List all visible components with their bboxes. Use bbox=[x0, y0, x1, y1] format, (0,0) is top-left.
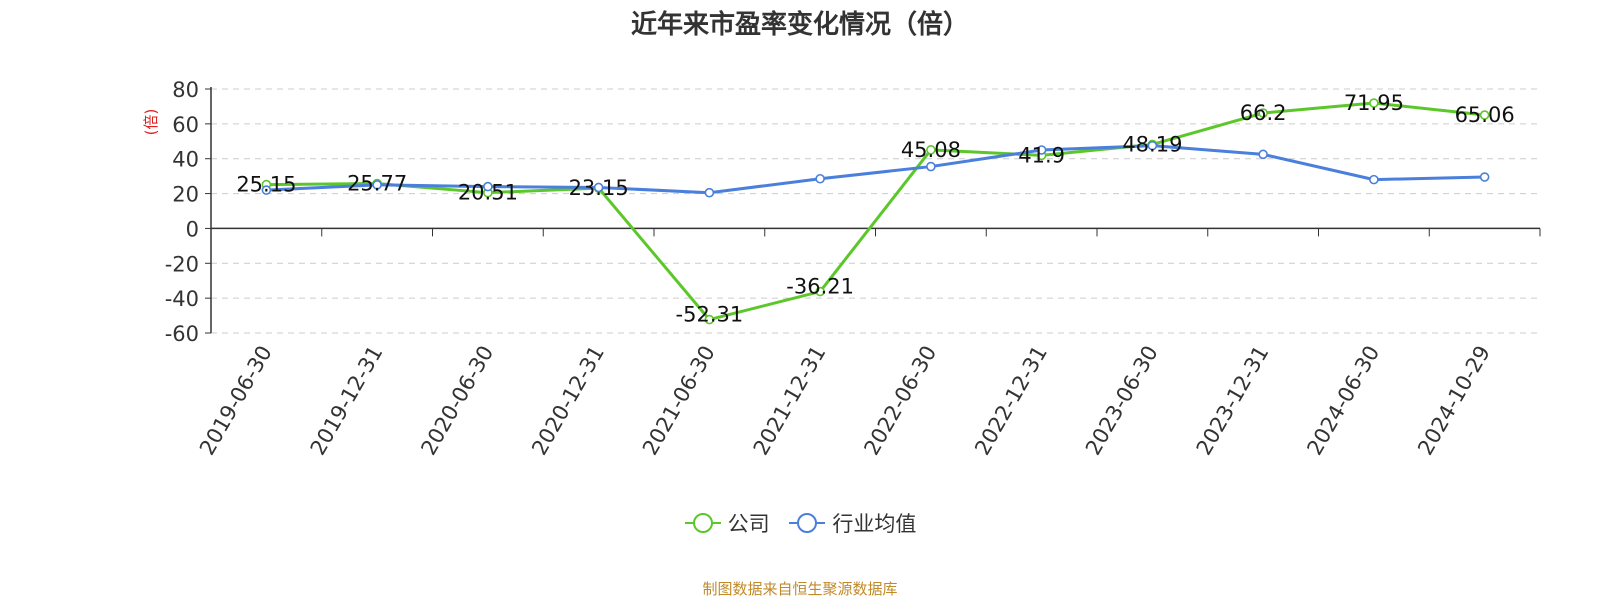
x-tick-label: 2021-12-31 bbox=[749, 342, 831, 460]
y-tick-label: -60 bbox=[165, 322, 199, 346]
data-point-0 bbox=[815, 286, 825, 297]
data-point-1 bbox=[372, 180, 382, 190]
data-point-0 bbox=[704, 314, 715, 325]
x-tick-label: 2019-06-30 bbox=[195, 342, 277, 460]
data-label-layer: 25.15 25.77 20.51 23.15 -52.31 -36.21 45.08 41.… bbox=[236, 91, 1514, 327]
data-label: -52.31 bbox=[676, 303, 744, 327]
data-point-1 bbox=[1479, 172, 1490, 182]
chart-title: 近年来市盈率变化情况（倍） bbox=[630, 10, 969, 40]
data-point-0 bbox=[926, 145, 936, 155]
data-label: 25.77 bbox=[347, 172, 407, 196]
x-tick-label: 2022-06-30 bbox=[859, 342, 941, 460]
legend-label-company: 公司 bbox=[727, 512, 770, 536]
data-label: 65.06 bbox=[1455, 103, 1515, 127]
data-point-1 bbox=[926, 161, 936, 172]
data-point-1 bbox=[704, 187, 715, 198]
y-tick-label: 60 bbox=[172, 113, 199, 137]
data-point-1 bbox=[593, 182, 604, 193]
x-tick-label: 2024-06-30 bbox=[1302, 342, 1384, 460]
data-point-1 bbox=[1147, 140, 1158, 151]
x-tick-label: 2023-06-30 bbox=[1081, 342, 1163, 460]
data-point-0 bbox=[1479, 110, 1490, 120]
y-tick-label: 80 bbox=[172, 78, 199, 102]
series-line-1 bbox=[266, 144, 1485, 195]
legend-marker-company bbox=[684, 513, 721, 533]
y-axis-title: (倍) bbox=[142, 109, 160, 136]
x-tick-label: 2024-10-29 bbox=[1413, 342, 1495, 460]
data-point-0 bbox=[1369, 98, 1379, 108]
y-tick-label: 20 bbox=[172, 183, 199, 207]
data-point-0 bbox=[1258, 108, 1268, 118]
x-tick-label: 2023-12-31 bbox=[1192, 342, 1274, 460]
y-tick-label: 40 bbox=[172, 148, 199, 172]
data-point-1 bbox=[261, 185, 272, 195]
data-label: 48.19 bbox=[1122, 132, 1182, 156]
data-point-1 bbox=[483, 181, 493, 192]
source-note: 制图数据来自恒生聚源数据库 bbox=[702, 580, 898, 598]
x-tick-label: 2019-12-31 bbox=[306, 342, 388, 460]
data-label: 20.51 bbox=[458, 181, 518, 205]
y-tick-label: -40 bbox=[165, 287, 199, 311]
data-point-1 bbox=[1369, 174, 1379, 185]
series-line-0 bbox=[266, 101, 1485, 322]
x-tick-label: 2022-12-31 bbox=[970, 342, 1052, 460]
data-label: -36.21 bbox=[786, 275, 854, 299]
y-tick-label: -20 bbox=[165, 252, 199, 276]
data-point-1 bbox=[1258, 149, 1268, 160]
legend-item-industry-average[interactable]: 行业均值 bbox=[788, 508, 916, 538]
grid-layer bbox=[211, 88, 1540, 334]
data-label: 23.15 bbox=[569, 176, 629, 200]
legend-label-industry-average: 行业均值 bbox=[832, 512, 917, 536]
y-tick-label: 0 bbox=[186, 217, 199, 241]
x-tick-label: 2020-06-30 bbox=[416, 342, 498, 460]
x-tick-label: 2020-12-31 bbox=[527, 342, 609, 460]
data-label: 71.95 bbox=[1344, 91, 1404, 115]
legend: 公司 行业均值 bbox=[0, 508, 1600, 538]
data-point-1 bbox=[1036, 145, 1047, 155]
data-label: 66.2 bbox=[1240, 101, 1287, 125]
x-tick-label: 2021-06-30 bbox=[638, 342, 720, 460]
series-layer bbox=[261, 98, 1490, 325]
data-label: 41.9 bbox=[1018, 143, 1065, 167]
data-point-1 bbox=[815, 173, 825, 184]
data-label: 25.15 bbox=[236, 173, 296, 197]
data-label: 45.08 bbox=[901, 138, 961, 162]
legend-item-company[interactable]: 公司 bbox=[684, 508, 770, 538]
legend-marker-industry-average bbox=[789, 513, 826, 533]
